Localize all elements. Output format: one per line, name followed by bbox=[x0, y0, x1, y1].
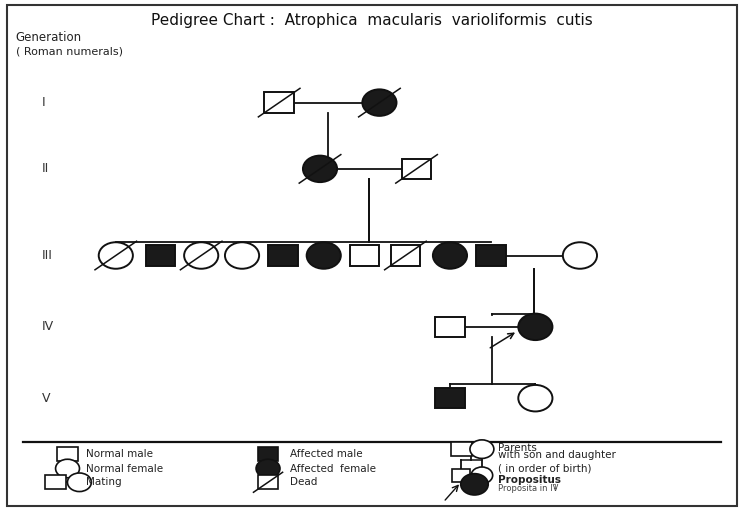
Text: Dead: Dead bbox=[290, 477, 318, 487]
Bar bbox=[452, 469, 470, 482]
Ellipse shape bbox=[470, 440, 494, 458]
Text: Parents: Parents bbox=[498, 443, 537, 453]
Bar bbox=[257, 447, 278, 461]
Text: I: I bbox=[42, 96, 45, 109]
Bar bbox=[146, 245, 175, 266]
Text: with son and daughter: with son and daughter bbox=[498, 450, 616, 460]
Text: Proposita in IV: Proposita in IV bbox=[498, 484, 559, 493]
Text: II: II bbox=[42, 162, 49, 175]
Ellipse shape bbox=[99, 242, 133, 269]
Text: ( Roman numerals): ( Roman numerals) bbox=[16, 47, 123, 57]
Ellipse shape bbox=[519, 314, 553, 340]
Bar bbox=[476, 245, 506, 266]
Text: Propositus: Propositus bbox=[498, 475, 561, 485]
Bar bbox=[264, 92, 294, 113]
Text: Normal female: Normal female bbox=[86, 463, 163, 474]
Ellipse shape bbox=[68, 473, 92, 492]
Bar bbox=[435, 388, 465, 408]
Ellipse shape bbox=[184, 242, 218, 269]
Ellipse shape bbox=[433, 242, 467, 269]
Ellipse shape bbox=[56, 459, 80, 478]
Bar bbox=[57, 447, 78, 461]
Ellipse shape bbox=[303, 156, 337, 182]
Bar bbox=[402, 159, 432, 179]
Text: Affected  female: Affected female bbox=[290, 463, 376, 474]
Text: IV: IV bbox=[42, 320, 54, 333]
Text: Normal male: Normal male bbox=[86, 449, 153, 459]
Bar bbox=[391, 245, 420, 266]
Bar bbox=[268, 245, 298, 266]
Text: III: III bbox=[42, 249, 52, 262]
Bar bbox=[257, 475, 278, 490]
Text: ( in order of birth): ( in order of birth) bbox=[498, 463, 591, 474]
Ellipse shape bbox=[362, 89, 397, 116]
Ellipse shape bbox=[519, 385, 553, 411]
Text: Affected male: Affected male bbox=[290, 449, 363, 459]
Text: Generation: Generation bbox=[16, 31, 82, 44]
Ellipse shape bbox=[563, 242, 597, 269]
Bar bbox=[45, 475, 66, 490]
Ellipse shape bbox=[471, 467, 493, 484]
Bar bbox=[451, 442, 472, 456]
Text: V: V bbox=[42, 392, 50, 405]
Ellipse shape bbox=[225, 242, 259, 269]
Text: Pedigree Chart :  Atrophica  macularis  varioliformis  cutis: Pedigree Chart : Atrophica macularis var… bbox=[151, 13, 593, 29]
Ellipse shape bbox=[461, 474, 488, 495]
Text: Mating: Mating bbox=[86, 477, 122, 487]
Bar bbox=[350, 245, 379, 266]
Ellipse shape bbox=[307, 242, 341, 269]
Text: 1: 1 bbox=[553, 484, 557, 490]
Ellipse shape bbox=[256, 459, 280, 478]
Bar bbox=[435, 317, 465, 337]
